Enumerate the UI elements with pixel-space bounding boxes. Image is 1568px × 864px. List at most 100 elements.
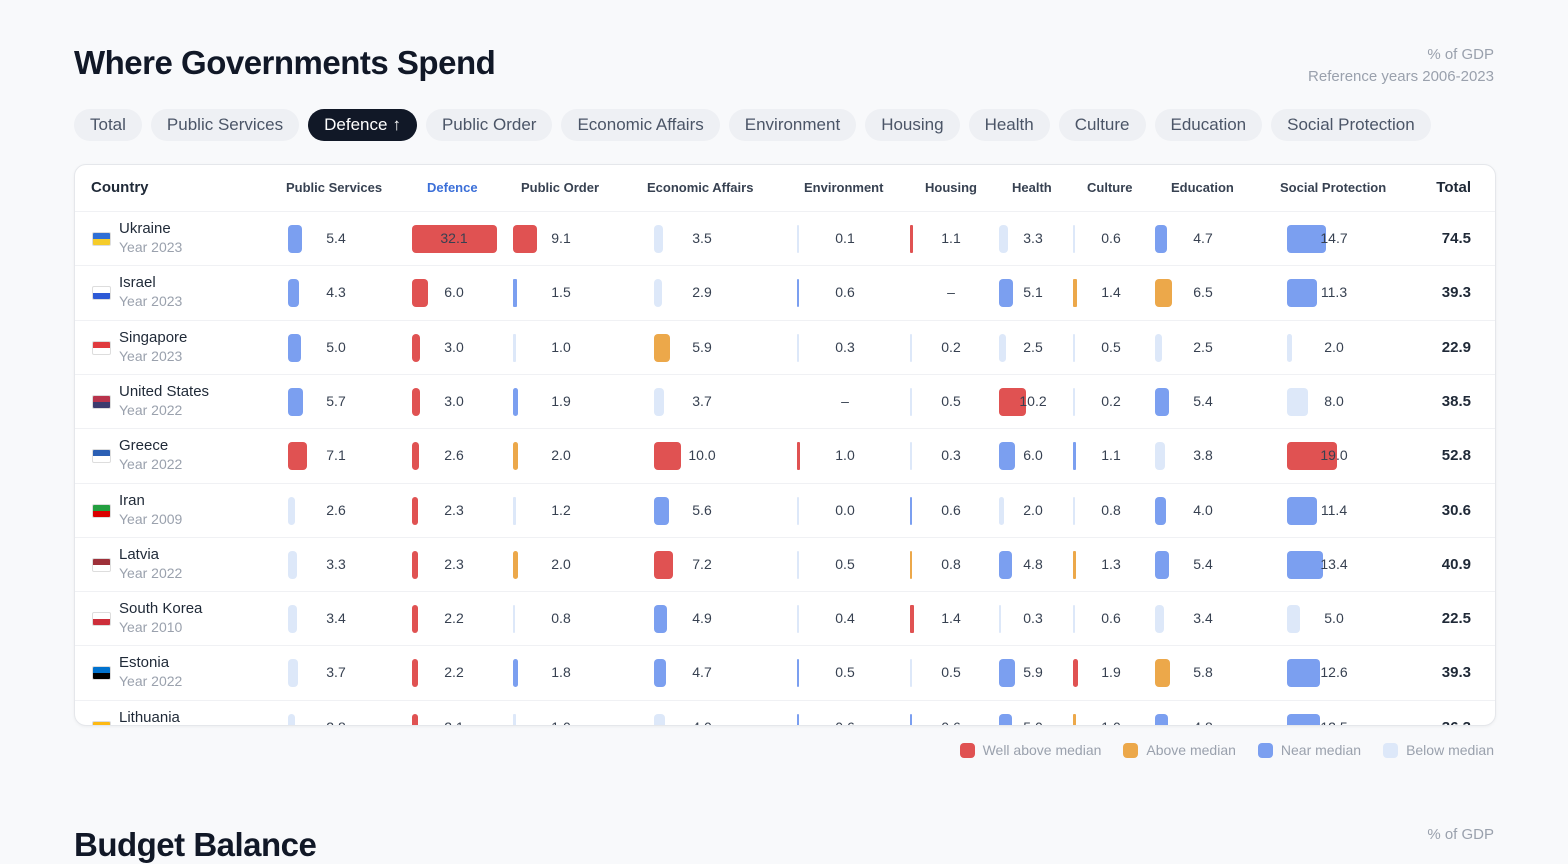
total: 38.5 — [1441, 392, 1471, 410]
cell-value: 5.1 — [1023, 284, 1043, 301]
tab-label: Public Order — [441, 115, 537, 134]
year: Year 2009 — [119, 510, 183, 527]
tab[interactable]: Environment — [728, 109, 857, 141]
cell-value: 0.3 — [1023, 610, 1043, 627]
column-header[interactable]: Defence — [427, 180, 478, 195]
year: Year 2023 — [119, 239, 183, 255]
cell-value: 1.0 — [835, 447, 855, 464]
cell-value: 1.8 — [551, 664, 571, 681]
tab[interactable]: Economic Affairs — [561, 109, 720, 141]
page: Where Governments Spend % of GDP Referen… — [74, 44, 1496, 863]
cell-value: 0.5 — [941, 392, 961, 409]
cell-value: 14.7 — [1320, 230, 1348, 246]
column-header[interactable]: Economic Affairs — [647, 180, 754, 195]
cell-value: 0.2 — [1101, 392, 1121, 409]
bar — [1073, 713, 1076, 725]
column-header[interactable]: Total — [1436, 179, 1471, 196]
legend-item: Above median — [1123, 742, 1236, 758]
column-header[interactable]: Housing — [925, 180, 977, 195]
section-unit: % of GDP — [1427, 826, 1494, 843]
tab[interactable]: Culture — [1058, 109, 1146, 141]
cell-value: 1.0 — [531, 719, 591, 725]
cell-value: 5.7 — [326, 392, 346, 409]
tab[interactable]: Total — [74, 109, 142, 141]
column-header[interactable]: Environment — [804, 180, 884, 195]
tab[interactable]: Defence ↑ — [308, 109, 417, 141]
country-name: Iran — [119, 491, 145, 509]
bar — [513, 387, 519, 416]
tab[interactable]: Education — [1154, 109, 1263, 141]
cell-value: 3.7 — [326, 664, 346, 681]
bar — [513, 279, 517, 308]
tab-label: Environment — [744, 115, 841, 134]
bar — [1287, 333, 1293, 362]
legend-label: Below median — [1406, 742, 1494, 758]
bar — [1287, 550, 1323, 579]
bar — [1155, 279, 1173, 308]
bar — [1287, 496, 1318, 525]
tab[interactable]: Health — [968, 109, 1050, 141]
tab-label: Social Protection — [1287, 115, 1415, 134]
cell-value: 8.0 — [1324, 392, 1344, 409]
total: 40.9 — [1441, 555, 1471, 573]
cell-value: 2.2 — [444, 664, 464, 681]
cell-value: 2.0 — [1324, 338, 1344, 355]
cell-value: 7.1 — [326, 447, 346, 464]
column-header[interactable]: Public Services — [286, 180, 383, 195]
column-header[interactable]: Health — [1012, 180, 1052, 195]
unit: % of GDP — [1427, 46, 1494, 63]
cell-value: 5.0 — [1324, 610, 1344, 627]
column-header[interactable]: Public Order — [521, 180, 600, 195]
tab-label: Total — [90, 115, 126, 134]
bar — [1155, 605, 1164, 634]
cell-value: 2.3 — [444, 555, 464, 572]
bar — [1155, 333, 1162, 362]
bar — [797, 442, 800, 471]
tab[interactable]: Social Protection — [1271, 109, 1431, 141]
cell-value: 1.4 — [1101, 284, 1121, 301]
cell-value: 12.5 — [1304, 719, 1364, 725]
bar — [999, 496, 1005, 525]
bar — [1073, 333, 1075, 362]
column-header[interactable]: Culture — [1087, 180, 1133, 195]
flag-icon — [92, 340, 111, 355]
bar — [1287, 713, 1321, 725]
cell-value: 2.6 — [444, 447, 464, 464]
bar — [513, 659, 518, 688]
legend-swatch — [1123, 742, 1139, 758]
bar — [654, 333, 670, 362]
total: 39.3 — [1441, 664, 1471, 682]
bar — [288, 659, 298, 688]
column-header[interactable]: Education — [1171, 180, 1234, 195]
bar — [999, 605, 1001, 634]
cell-value: 1.9 — [551, 392, 571, 409]
column-header[interactable]: Social Protection — [1280, 180, 1387, 195]
cell-value: – — [841, 392, 849, 409]
total: 22.5 — [1441, 610, 1471, 628]
bar — [1155, 225, 1168, 253]
tab[interactable]: Public Order — [425, 109, 553, 141]
bar — [999, 279, 1013, 308]
bar — [1287, 387, 1309, 416]
cell-value: 3.3 — [1023, 230, 1043, 246]
cell-value: 5.4 — [326, 230, 346, 246]
total: 39.3 — [1441, 284, 1471, 302]
cell-value: 4.9 — [692, 610, 712, 627]
flag-icon — [92, 557, 111, 572]
legend-swatch — [1257, 742, 1273, 758]
bar — [797, 605, 799, 634]
cell-value: 0.6 — [1101, 610, 1121, 627]
country-name: Israel — [119, 274, 156, 292]
cell-value: 11.3 — [1320, 284, 1348, 301]
legend-item: Near median — [1257, 742, 1361, 758]
tab[interactable]: Housing — [865, 109, 960, 141]
bar — [654, 713, 665, 725]
bar — [513, 550, 519, 579]
sort-arrow: ↑ — [392, 115, 401, 134]
tab[interactable]: Public Services — [150, 109, 300, 141]
cell-value: 12.6 — [1320, 664, 1348, 681]
bar — [910, 550, 913, 579]
country-name: Latvia — [119, 545, 160, 563]
cell-value: 11.4 — [1320, 501, 1348, 518]
bar — [288, 279, 300, 308]
